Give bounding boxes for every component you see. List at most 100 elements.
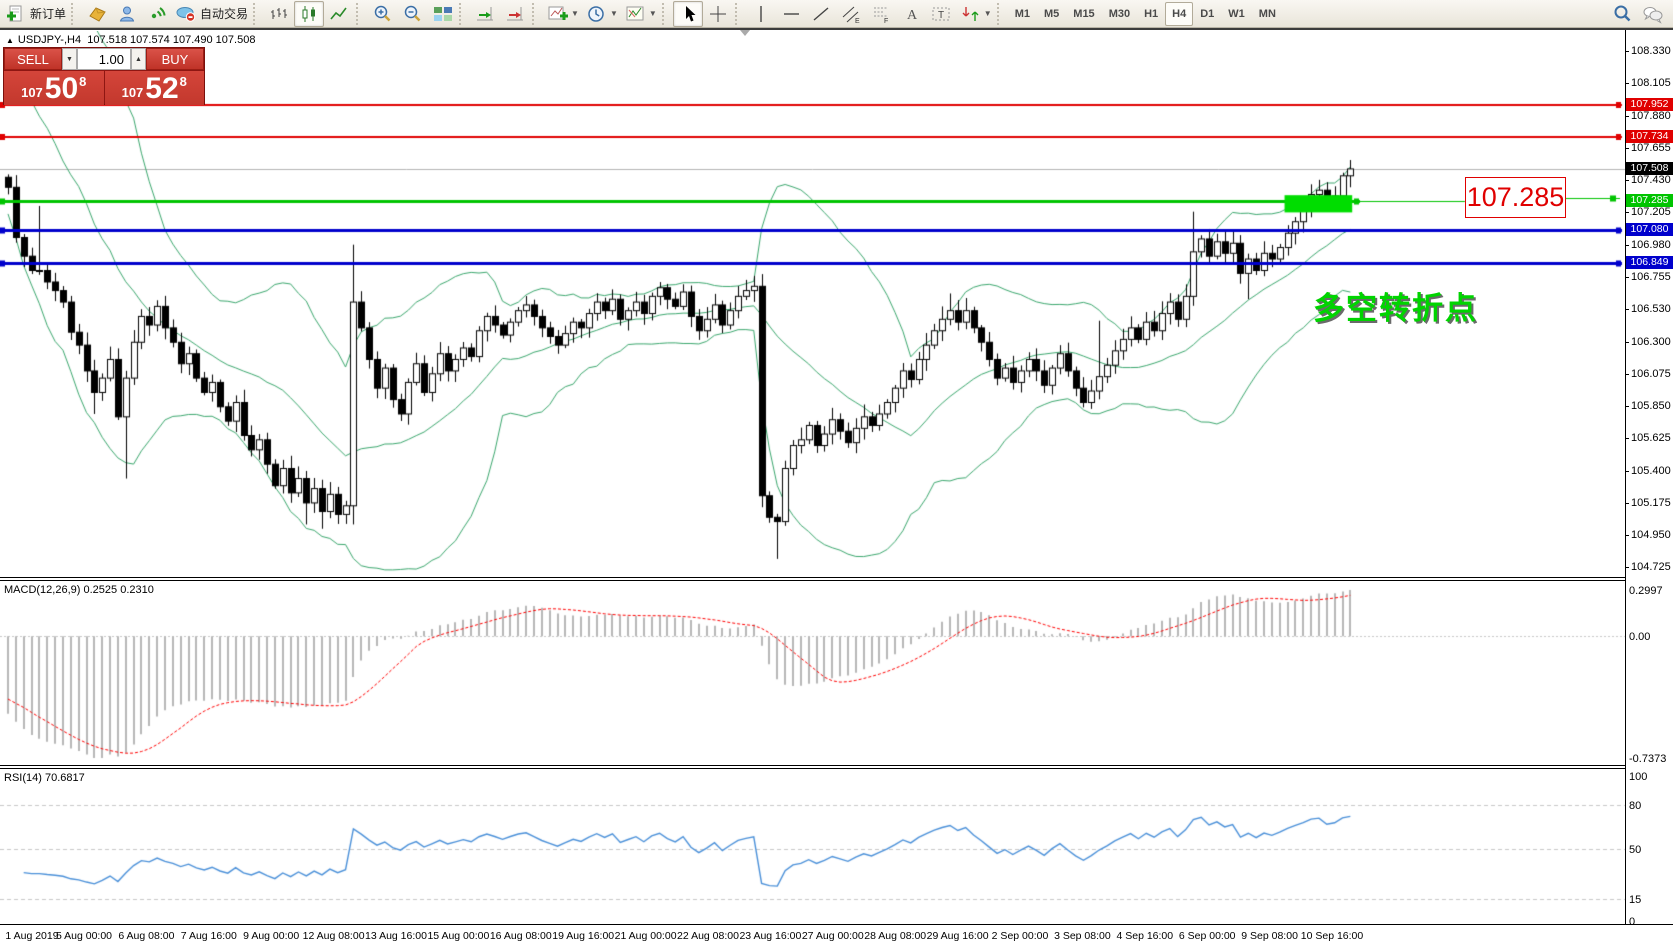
collapse-panel-icon[interactable]: ▲ <box>6 36 14 45</box>
community-icon <box>119 6 135 21</box>
price-callout-box[interactable]: 107.285 <box>1465 177 1566 218</box>
svg-text:F: F <box>884 18 888 25</box>
chart-shift-button[interactable] <box>500 1 530 27</box>
search-icon <box>1614 5 1631 21</box>
fibonacci-icon: F <box>873 7 888 25</box>
line-chart-button[interactable] <box>324 1 354 27</box>
templates-button[interactable]: ▼ <box>621 1 660 27</box>
cursor-button[interactable] <box>672 0 703 27</box>
trendline-button[interactable] <box>806 1 836 27</box>
rsi-header: RSI(14) 70.6817 <box>4 772 85 784</box>
autotrade-icon <box>176 6 196 22</box>
price-axis-tick <box>1625 244 1629 246</box>
zoom-out-button[interactable] <box>397 1 427 27</box>
price-axis-label: 108.105 <box>1631 77 1671 90</box>
volume-increase-button[interactable]: ▲ <box>131 48 146 70</box>
indicators-button[interactable]: ▼ <box>543 1 582 27</box>
chart-annotation-text[interactable]: 多空转折点 <box>1313 291 1478 326</box>
search-button[interactable] <box>1607 1 1637 27</box>
time-axis-label: 9 Sep 08:00 <box>1241 930 1298 942</box>
fibonacci-button[interactable]: F <box>866 1 896 27</box>
ask-big-figure: 107 <box>121 85 144 100</box>
chart-plot-canvas[interactable] <box>0 31 1625 924</box>
price-axis-tick <box>1625 147 1629 149</box>
pane-splitter-rsi[interactable] <box>0 765 1625 769</box>
indicators-dropdown-icon[interactable]: ▼ <box>571 9 579 18</box>
pane-splitter-macd[interactable] <box>0 577 1625 581</box>
periods-button[interactable]: ▼ <box>582 1 621 27</box>
new-order-button[interactable]: 新订单 <box>2 1 69 27</box>
time-axis-label: 29 Aug 16:00 <box>926 930 989 942</box>
sell-button[interactable]: SELL <box>4 48 62 70</box>
time-axis-label: 5 Aug 00:00 <box>55 930 113 942</box>
line-chart-icon <box>330 7 347 20</box>
timeframe-m15-button[interactable]: M15 <box>1073 7 1095 20</box>
symbol-quotes: 107.518 107.574 107.490 107.508 <box>87 34 256 46</box>
crosshair-button[interactable] <box>703 1 733 27</box>
time-axis-label: 22 Aug 08:00 <box>677 930 739 942</box>
price-axis-label: 105.400 <box>1631 464 1671 477</box>
chat-button[interactable] <box>1637 1 1667 27</box>
time-axis-label: 1 Aug 2019 <box>5 930 59 942</box>
signals-button[interactable] <box>142 1 172 27</box>
bars-chart-button[interactable] <box>264 1 294 27</box>
timeframe-m30-button[interactable]: M30 <box>1108 7 1131 20</box>
auto-scroll-button[interactable] <box>470 1 500 27</box>
timeframe-m5-button[interactable]: M5 <box>1044 7 1060 20</box>
time-axis-label: 10 Sep 16:00 <box>1300 930 1364 942</box>
price-axis-tick <box>1625 373 1629 375</box>
text-label-button[interactable]: T <box>926 1 956 27</box>
templates-dropdown-icon[interactable]: ▼ <box>648 9 657 18</box>
macd-zero-label: 0.00 <box>1629 631 1651 644</box>
tile-windows-button[interactable] <box>427 1 457 27</box>
toolbar-separator <box>253 2 262 25</box>
one-click-trading-panel: SELL ▼ 1.00 ▲ BUY 107 50 8 107 52 8 <box>3 47 205 105</box>
price-axis-tick <box>1625 51 1629 52</box>
vline-button[interactable] <box>746 1 776 27</box>
arrows-dropdown-icon[interactable]: ▼ <box>983 9 992 18</box>
buy-button[interactable]: BUY <box>146 48 204 70</box>
volume-input[interactable]: 1.00 <box>77 48 131 70</box>
periods-dropdown-icon[interactable]: ▼ <box>609 9 618 18</box>
bid-price[interactable]: 107 50 8 <box>4 71 104 105</box>
autotrade-button[interactable]: 自动交易 <box>172 1 251 27</box>
svg-text:E: E <box>855 18 860 25</box>
ask-price[interactable]: 107 52 8 <box>104 71 204 105</box>
market-button[interactable] <box>82 1 112 27</box>
channel-button[interactable]: E <box>836 1 866 27</box>
candles-chart-button[interactable] <box>294 0 325 27</box>
new-order-icon <box>7 5 22 21</box>
market-icon <box>89 6 106 22</box>
zoom-in-button[interactable] <box>367 1 397 27</box>
rsi-80-label: 80 <box>1629 800 1642 812</box>
timeframe-m1-button[interactable]: M1 <box>1014 7 1030 20</box>
timeframe-w1-button[interactable]: W1 <box>1228 7 1245 20</box>
price-axis-tick <box>1625 212 1629 214</box>
rsi-100-label: 100 <box>1629 771 1648 783</box>
community-button[interactable] <box>112 1 142 27</box>
text-label-icon: T <box>932 7 950 21</box>
price-axis-label: 105.625 <box>1631 432 1671 445</box>
timeframe-d1-button[interactable]: D1 <box>1200 7 1215 20</box>
timeframe-h1-button[interactable]: H1 <box>1144 7 1159 20</box>
arrows-button[interactable]: ▼ <box>956 1 995 27</box>
timeframe-mn-button[interactable]: MN <box>1258 7 1276 20</box>
hline-button[interactable] <box>776 1 806 27</box>
price-badge-107.285: 107.285 <box>1626 193 1673 207</box>
toolbar-separator <box>734 2 744 25</box>
rsi-50-label: 50 <box>1629 843 1642 856</box>
macd-min-label: -0.7373 <box>1629 753 1667 765</box>
price-axis-tick <box>1625 567 1629 569</box>
svg-text:T: T <box>938 10 944 21</box>
time-axis-separator <box>0 924 1673 925</box>
toolbar-separator <box>356 2 365 25</box>
timeframe-h4-button[interactable]: H4 <box>1165 1 1194 26</box>
signals-icon <box>151 6 166 18</box>
templates-icon <box>626 6 644 20</box>
price-axis-label: 106.300 <box>1631 335 1671 348</box>
new-order-label: 新订单 <box>30 7 67 21</box>
bid-pipette: 8 <box>79 74 87 89</box>
symbol-header[interactable]: ▲ USDJPY-,H4 107.518 107.574 107.490 107.… <box>6 34 255 46</box>
text-button[interactable]: A <box>896 1 926 27</box>
volume-decrease-button[interactable]: ▼ <box>62 48 77 70</box>
